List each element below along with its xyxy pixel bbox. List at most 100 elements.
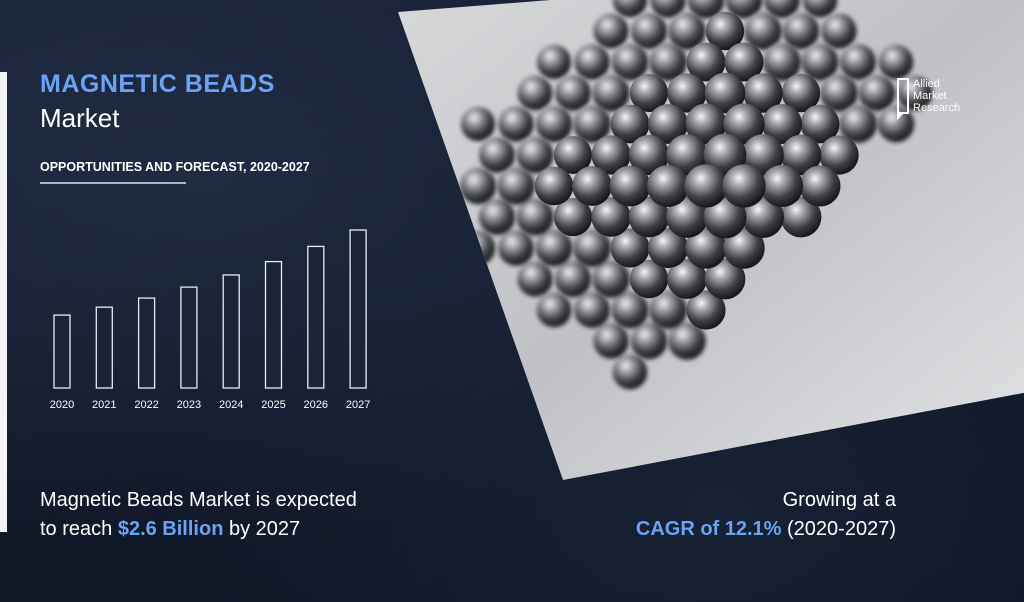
bead [610,104,650,144]
bead [684,164,728,208]
cagr-statement: Growing at a CAGR of 12.1% (2020-2027) [636,486,896,544]
bead [612,354,648,390]
bead [668,322,706,360]
bead [592,260,630,298]
x-tick-label-2025: 2025 [261,399,285,411]
bead [498,106,534,142]
bead [648,104,688,144]
bead [685,103,727,145]
bead [630,12,668,50]
bead [668,12,706,50]
page-title: MAGNETIC BEADS [40,70,275,98]
bead [761,103,803,145]
bead [630,322,668,360]
bead [592,74,630,112]
cagr-line-2: CAGR of 12.1% (2020-2027) [636,515,896,544]
bead [593,13,629,49]
bead [497,167,535,205]
bead [591,197,631,237]
bead [666,196,708,238]
x-tick-label-2024: 2024 [219,399,243,411]
bead [612,0,648,18]
x-tick-label-2027: 2027 [346,399,370,411]
bead [703,195,747,239]
cagr-line-1: Growing at a [782,489,896,511]
bead [703,133,747,177]
bead [535,229,573,267]
x-tick-label-2021: 2021 [92,399,116,411]
bead [687,0,725,19]
bead [650,0,686,18]
logo-text: Allied Market Research [913,78,960,114]
bead [819,135,859,175]
bead [705,11,745,51]
bar-2024 [222,274,240,389]
logo-icon [897,78,909,120]
statement-prefix: to reach [40,518,118,540]
bead [517,261,553,297]
bead [704,258,746,300]
bar-2023 [180,286,198,389]
logo-line-2: Market [913,90,947,102]
bead [629,259,669,299]
bead [479,199,515,235]
bead [629,73,669,113]
bead [840,44,876,80]
cagr-period: (2020-2027) [781,518,896,540]
bead [593,323,629,359]
bead [686,42,726,82]
bar-2020 [53,314,71,389]
market-size-statement: Magnetic Beads Market is expected to rea… [40,486,357,544]
bead [591,135,631,175]
bead [744,12,782,50]
bead [555,75,591,111]
bead [649,43,687,81]
x-tick-label-2023: 2023 [177,399,201,411]
bar-2021 [95,306,113,389]
bead [628,196,670,238]
bead [535,105,573,143]
logo-line-1: Allied [913,78,940,90]
bead [554,260,592,298]
bead [760,164,804,208]
bead [647,227,689,269]
bead [685,227,727,269]
bead [897,75,933,111]
x-tick-label-2022: 2022 [134,399,158,411]
bead [536,292,572,328]
bead [725,0,763,19]
bar-2027 [349,229,367,389]
bead [479,137,515,173]
bead [764,0,800,18]
bead [611,291,649,329]
cagr-highlight: CAGR of 12.1% [635,518,782,540]
bead [686,290,726,330]
bead [820,74,858,112]
bead [763,43,801,81]
bar-2022 [137,297,156,389]
bead [534,166,574,206]
bead [780,196,822,238]
bead [858,74,896,112]
bead [574,292,610,328]
bead [498,230,534,266]
bead [666,134,708,176]
magnetic-beads-photo [398,0,1024,480]
bead [723,227,765,269]
bead [742,134,784,176]
bead [799,165,841,207]
bead [704,72,746,114]
bead [610,228,650,268]
bead [667,259,707,299]
bead [878,44,914,80]
bead [821,13,857,49]
bead [611,43,649,81]
bead [517,75,553,111]
bead [574,44,610,80]
bead [459,167,497,205]
bead [536,44,572,80]
bead [781,73,821,113]
statement-line-1: Magnetic Beads Market is expected [40,489,357,511]
bead [839,105,877,143]
